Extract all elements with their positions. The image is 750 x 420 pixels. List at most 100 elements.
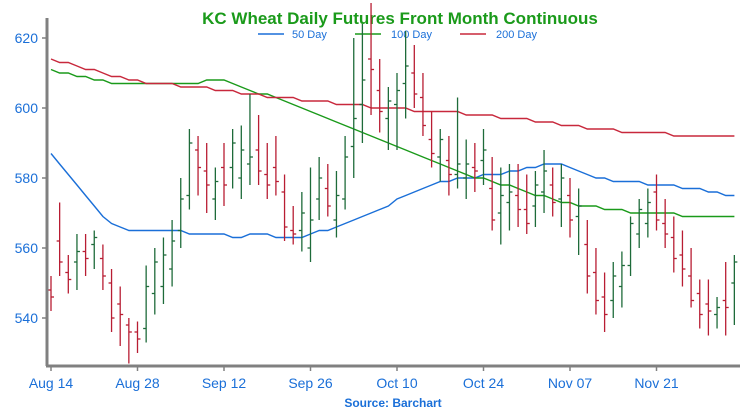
- ohlc-bar: [627, 216, 634, 276]
- ohlc-bar: [177, 178, 184, 248]
- legend: 50 Day 100 Day 200 Day: [258, 29, 537, 41]
- ohlc-bar: [316, 157, 323, 220]
- ohlc-bar: [558, 164, 565, 227]
- ohlc-bar: [419, 73, 426, 136]
- ohlc-bar: [731, 255, 738, 325]
- legend-label-200-day: 200 Day: [496, 29, 537, 41]
- ohlc-bar: [480, 129, 487, 185]
- y-axis-ticks: 540 560 580 600 620: [15, 30, 47, 326]
- y-tick-label: 600: [15, 100, 39, 116]
- ohlc-bar: [428, 111, 435, 168]
- ohlc-bar: [359, 24, 366, 143]
- ohlc-bar: [56, 202, 63, 276]
- y-tick-label: 560: [15, 240, 39, 256]
- ohlc-bar: [324, 164, 331, 217]
- moving-average-lines: [50, 58, 735, 239]
- ohlc-bar: [394, 73, 400, 150]
- ohlc-bar: [229, 129, 236, 189]
- ohlc-bar: [549, 167, 556, 217]
- source-label: Source: Barchart: [344, 396, 441, 410]
- ohlc-bar: [696, 279, 703, 329]
- x-tick-label: Oct 10: [376, 375, 417, 391]
- ohlc-bar: [592, 248, 599, 315]
- ohlc-bar: [246, 94, 253, 185]
- ohlc-bar: [601, 272, 608, 332]
- x-tick-label: Aug 14: [29, 375, 74, 391]
- series-line-200-day: [50, 58, 735, 137]
- x-tick-label: Oct 24: [463, 375, 504, 391]
- x-tick-label: Nov 07: [548, 375, 593, 391]
- ohlc-bar: [281, 174, 288, 241]
- ohlc-bar: [497, 167, 504, 245]
- ohlc-bar: [195, 136, 202, 196]
- ohlc-bar: [307, 167, 314, 262]
- ohlc-bar: [489, 157, 496, 231]
- ohlc-bar: [662, 199, 669, 248]
- ohlc-bar: [151, 248, 158, 315]
- ohlc-bar: [99, 244, 106, 290]
- y-tick-label: 620: [15, 30, 39, 46]
- ohlc-bar: [160, 237, 167, 304]
- ohlc-bar: [636, 199, 643, 248]
- ohlc-bar: [203, 143, 210, 213]
- ohlc-bar: [402, 31, 409, 119]
- ohlc-bar: [670, 216, 677, 273]
- ohlc-bar: [463, 139, 470, 199]
- ohlc-bar: [722, 262, 729, 336]
- ohlc-bar: [255, 115, 262, 185]
- x-tick-label: Sep 26: [288, 375, 333, 391]
- chart-title: KC Wheat Daily Futures Front Month Conti…: [202, 9, 598, 28]
- ohlc-bar: [333, 171, 340, 238]
- ohlc-bar: [342, 136, 349, 210]
- ohlc-bar: [411, 45, 418, 108]
- ohlc-bar: [48, 276, 54, 311]
- ohlc-bar: [532, 171, 539, 227]
- ohlc-bar: [454, 97, 461, 189]
- ohlc-bar: [523, 174, 530, 234]
- ohlc-bar: [65, 255, 72, 294]
- x-tick-label: Sep 12: [202, 375, 247, 391]
- y-tick-label: 540: [15, 310, 39, 326]
- x-axis-ticks: Aug 14 Aug 28 Sep 12 Sep 26 Oct 10 Oct 24 Nov …: [29, 366, 679, 391]
- x-tick-label: Nov 21: [634, 375, 679, 391]
- ohlc-bar: [238, 125, 245, 199]
- ohlc-bar: [376, 59, 383, 133]
- ohlc-bar: [471, 143, 478, 192]
- ohlc-bar: [445, 136, 452, 196]
- ohlc-bar: [125, 318, 132, 364]
- ohlc-bar: [515, 164, 522, 227]
- ohlc-bar: [212, 167, 219, 220]
- ohlc-bar: [385, 87, 392, 150]
- ohlc-bar: [368, 3, 375, 115]
- ohlc-bar: [134, 321, 141, 353]
- ohlc-bar: [575, 188, 582, 255]
- ohlc-bar: [221, 143, 227, 206]
- ohlc-bar: [82, 234, 89, 276]
- y-tick-label: 580: [15, 170, 39, 186]
- legend-label-50-day: 50 Day: [292, 29, 327, 41]
- ohlc-bar: [644, 188, 651, 238]
- ohlc-bar: [186, 129, 193, 210]
- ohlc-bar: [169, 220, 176, 287]
- ohlc-bar: [618, 251, 625, 308]
- ohlc-bar: [679, 230, 686, 287]
- ohlc-bar: [705, 279, 712, 336]
- ohlc-bar: [91, 230, 98, 269]
- ohlc-bar: [272, 136, 279, 196]
- ohlc-bar: [610, 262, 617, 318]
- ohlc-bar: [350, 38, 357, 178]
- ohlc-bar: [688, 248, 695, 308]
- ohlc-bar: [653, 174, 660, 231]
- legend-label-100-day: 100 Day: [391, 29, 432, 41]
- price-bars: [48, 3, 738, 364]
- x-tick-label: Aug 28: [115, 375, 160, 391]
- series-line-100-day: [50, 68, 735, 218]
- ohlc-bar: [108, 269, 115, 332]
- ohlc-bar: [290, 206, 297, 245]
- series-line-50-day: [50, 153, 735, 239]
- ohlc-bar: [73, 234, 80, 290]
- ohlc-bar: [298, 192, 305, 252]
- ohlc-bar: [567, 178, 573, 238]
- ohlc-bar: [437, 129, 444, 182]
